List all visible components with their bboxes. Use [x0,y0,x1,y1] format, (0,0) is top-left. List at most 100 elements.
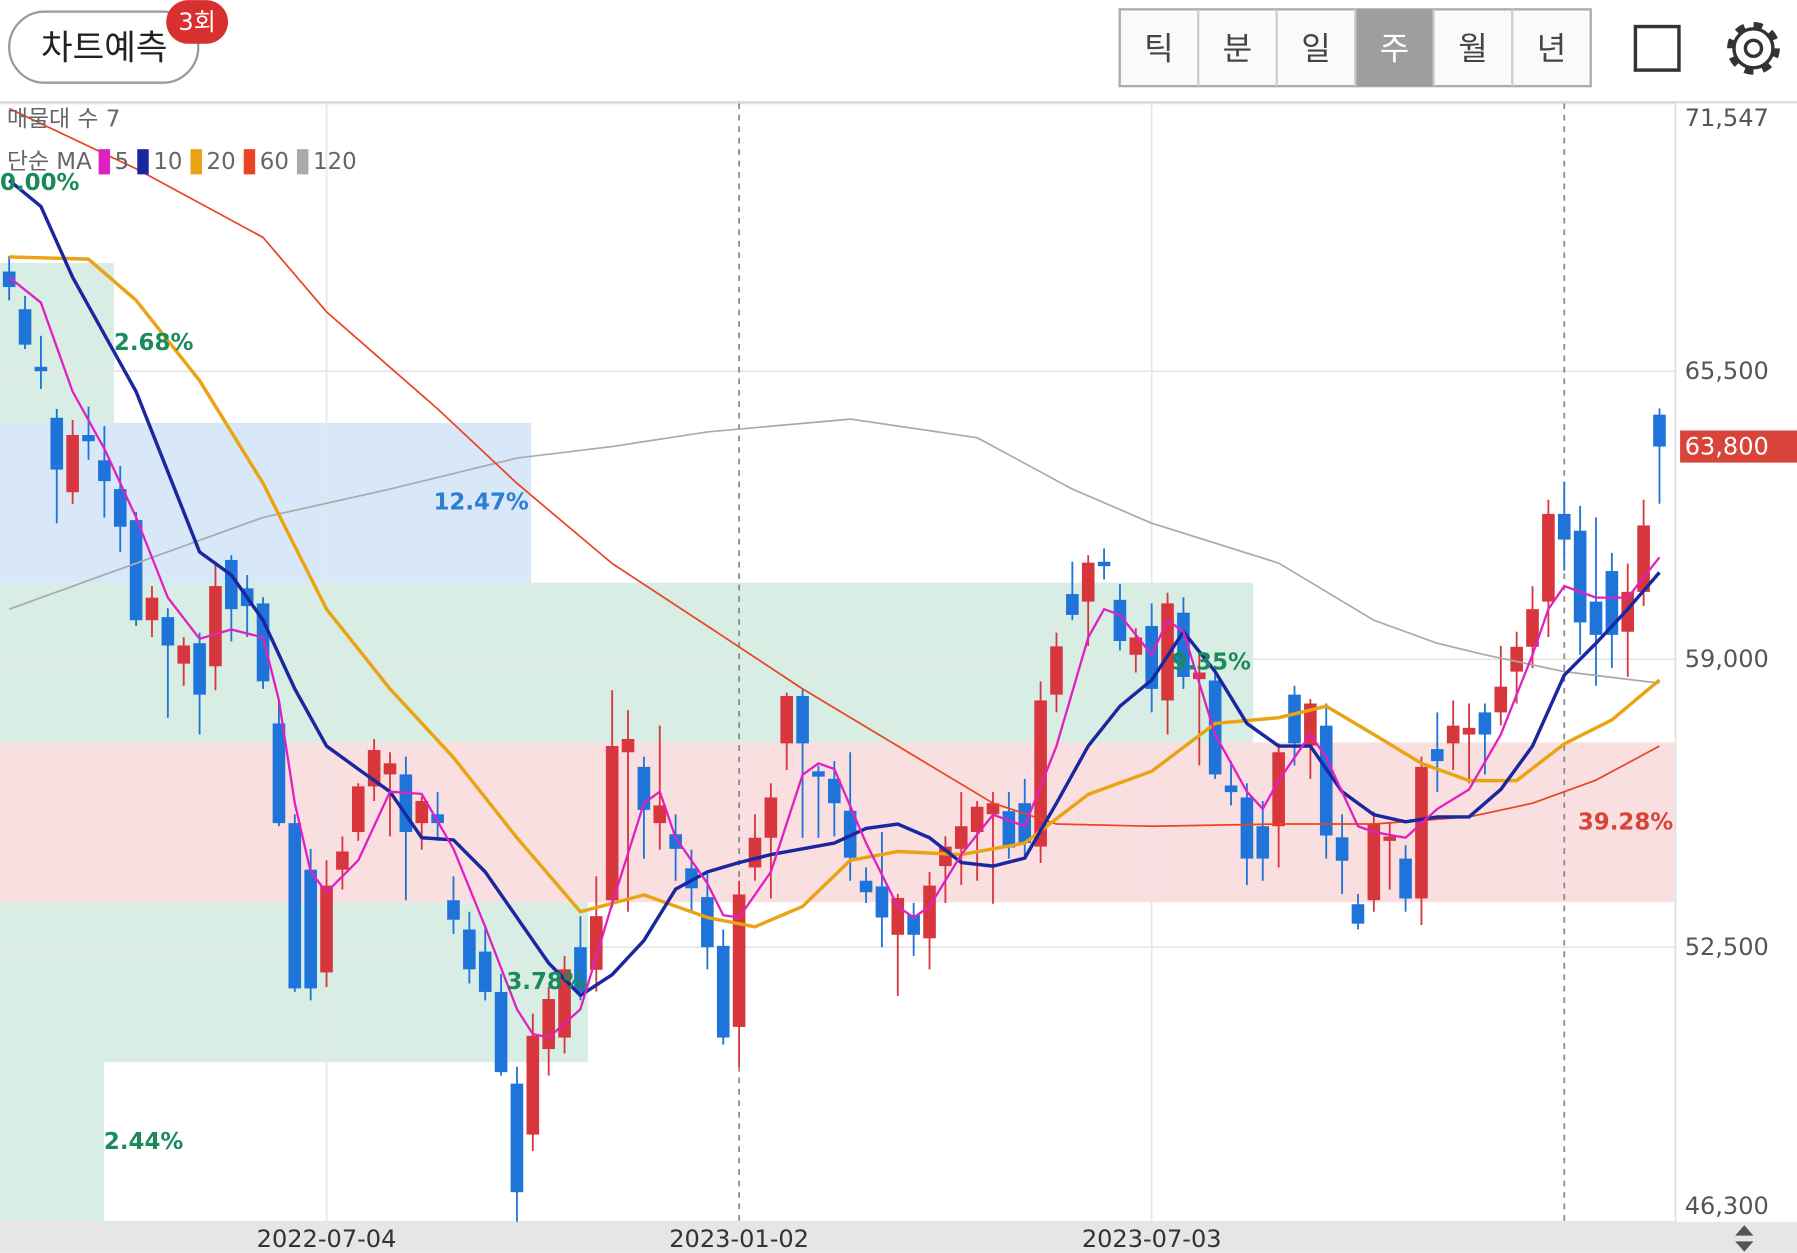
candle-body [272,723,286,824]
x-tick-label: 2023-01-02 [669,1225,809,1253]
overlay: 46,300 52,500 59,000 65,500 71,547 2022-07-04… [0,104,1797,1253]
tab[interactable]: 주 [1380,29,1410,67]
gear-hub[interactable] [1743,38,1764,59]
candle-body [1097,561,1111,567]
candle-body [748,837,762,868]
candle-body [542,999,555,1050]
candle-body [82,435,95,442]
badge [166,0,229,44]
tab[interactable]: 분 [1223,29,1253,67]
candle-body [2,271,16,288]
settings-icon[interactable] [1727,21,1780,75]
candle-body [1415,766,1428,899]
candle-body [986,803,1000,815]
legend-label: 120 [313,149,357,175]
candle-body [447,900,460,920]
volume-band-label: 2.68% [114,330,194,356]
candle-body [526,1035,540,1135]
candle-body [1383,836,1397,841]
candle-body [891,898,905,935]
candle-body [1605,571,1619,635]
candle-body [383,763,397,775]
candle-body [1542,513,1555,602]
candle-body [859,880,873,893]
legend-label: 20 [207,149,236,175]
last-price-tag [1680,430,1797,463]
candle-body [98,460,111,482]
candle-body [1050,646,1063,695]
volume-band [0,1062,104,1222]
candle-body [1494,686,1508,713]
tab[interactable]: 년 [1537,29,1567,67]
candle-body [1002,811,1016,848]
candle-body [1335,837,1349,861]
candle-body [494,991,508,1073]
candle-body [732,894,746,1027]
profile-title: 매물대 수 7 [7,106,120,132]
badge-label: 3회 [178,8,215,36]
legend-swatch [243,149,256,175]
predict-button-label[interactable]: 차트예측 [41,28,168,68]
candle-body [177,645,191,664]
candle-body [415,800,429,824]
candle-body [1399,858,1412,899]
legend-swatch [190,149,202,175]
y-tick-label: 59,000 [1685,645,1769,673]
candle-body [764,797,778,838]
y-tick-label: 71,547 [1685,104,1769,132]
legend-label: 10 [153,149,182,175]
predict-button[interactable]: 차트예측 3회 [8,0,229,84]
candle-body [161,617,175,646]
candle-body [1272,752,1285,827]
candle-body [209,586,222,667]
candle-body [1446,725,1460,744]
fullscreen-icon[interactable] [1633,24,1681,72]
gear-teeth[interactable] [1727,21,1780,75]
candle-body [716,945,730,1038]
volume-band-label: 9.35% [1172,650,1252,676]
volume-band-label: 12.47% [433,490,528,516]
candle-body [336,851,349,870]
legend-swatch [296,149,309,175]
ma-line [8,178,1661,998]
ma-line [9,255,1661,929]
candle-body [875,886,889,918]
candle-body [1288,694,1301,744]
volume-band-label: 39.28% [1578,809,1673,835]
volume-band-label: 2.44% [104,1129,184,1155]
candle-body [669,834,682,849]
candle-body [574,947,587,992]
candle-body [1510,646,1523,672]
candle-body [796,695,809,744]
volume-band [0,263,114,423]
candle-body [431,814,444,824]
candle-body [510,1083,524,1193]
candle-body [304,869,317,989]
candle-body [1462,727,1476,735]
tab[interactable]: 틱 [1144,29,1174,67]
candle-body [1129,637,1143,655]
candle-body [1351,904,1365,924]
candle-body [1113,599,1127,642]
plot-area [0,102,1677,1223]
ma-line [8,276,1661,1039]
legend-swatch [137,149,149,175]
candle-body [653,805,667,824]
candle-body [18,309,32,345]
candle-body [923,885,936,939]
tab[interactable]: 월 [1458,29,1488,67]
candle-body [113,489,127,527]
candle-body [1367,824,1381,901]
tab[interactable]: 일 [1301,29,1331,67]
candle-body [1208,680,1222,775]
predict-button-frame[interactable] [8,10,200,84]
scroll-handle[interactable] [1735,1225,1754,1252]
candle-body [463,929,476,970]
candle-body [1034,700,1047,847]
candle-body [1066,594,1079,615]
candle-body [1526,609,1539,647]
candle-body [1081,562,1095,602]
candle-body [1621,591,1635,632]
